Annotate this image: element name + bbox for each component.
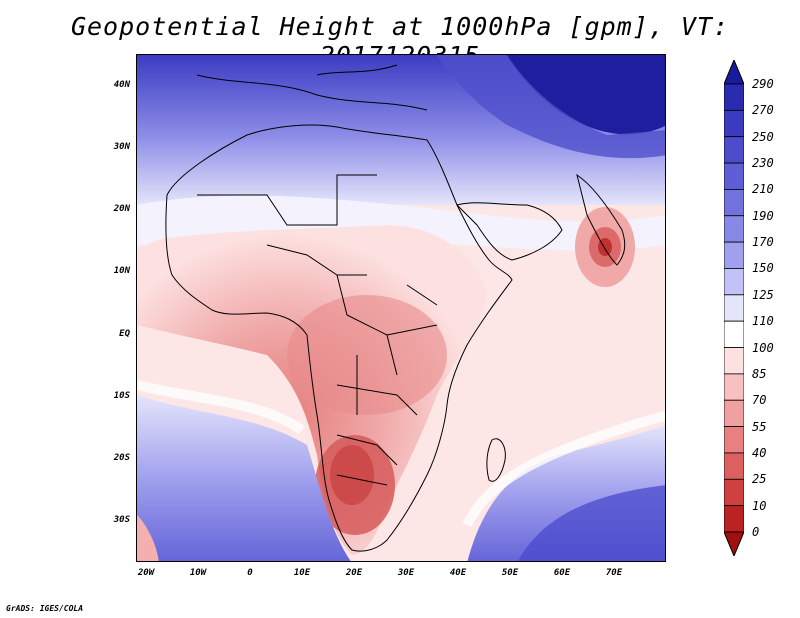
lat-label: 40N [113,80,130,90]
colorbar-swatch [724,426,744,454]
colorbar-label: 0 [752,525,760,539]
colorbar-swatch [724,478,744,507]
colorbar-swatch [724,162,744,190]
colorbar-swatch [724,189,744,217]
lat-label: EQ [119,329,130,339]
colorbar-label: 290 [752,77,774,91]
lon-label: 20E [345,568,363,578]
colorbar-swatch [724,215,744,243]
colorbar-swatch [724,268,744,296]
colorbar-label: 230 [752,156,774,171]
colorbar-label: 110 [752,314,774,329]
colorbar-label: 125 [752,287,774,302]
colorbar-label: 40 [752,445,767,460]
colorbar-label: 55 [752,419,767,434]
lon-label: 10E [293,568,311,578]
lon-label: 10W [189,568,207,578]
colorbar-swatch [724,109,744,138]
lat-label: 20N [113,204,130,214]
lon-label: 50E [501,568,519,578]
colorbar [724,60,744,556]
footer-credit: GrADS: IGES/COLA [6,604,84,613]
colorbar-top-arrow [724,60,744,85]
colorbar-swatch [724,320,744,348]
lat-label: 20S [113,453,130,463]
lon-label: 0 [247,568,253,578]
colorbar-label: 85 [752,366,767,381]
colorbar-swatch [724,347,744,375]
colorbar-label: 210 [752,182,774,197]
colorbar-label: 190 [752,208,774,223]
colorbar-label: 270 [752,103,774,118]
lat-label: 10S [113,391,130,401]
colorbar-swatch [724,452,744,480]
colorbar-swatch [724,399,744,427]
lon-label: 60E [553,568,571,578]
colorbar-swatch [724,373,744,401]
colorbar-label: 10 [752,498,767,513]
colorbar-swatch [724,505,744,533]
lon-label: 20W [137,568,155,578]
geopotential-field [137,55,665,561]
colorbar-swatch [724,83,744,111]
lon-label: 30E [397,568,415,578]
colorbar-swatch [724,241,744,269]
map-plot [136,54,666,562]
colorbar-label: 70 [752,393,767,408]
colorbar-swatch [724,136,744,164]
lon-label: 70E [605,568,623,578]
lon-label: 40E [449,568,467,578]
colorbar-label: 100 [752,340,774,355]
colorbar-label: 25 [752,472,767,487]
colorbar-bottom-arrow [724,531,744,556]
lat-label: 30S [113,515,130,525]
colorbar-label: 150 [752,261,774,276]
colorbar-swatch [724,294,744,322]
lat-label: 10N [113,266,130,276]
colorbar-label: 170 [752,235,774,250]
lat-label: 30N [113,142,130,152]
colorbar-label: 250 [752,129,774,144]
